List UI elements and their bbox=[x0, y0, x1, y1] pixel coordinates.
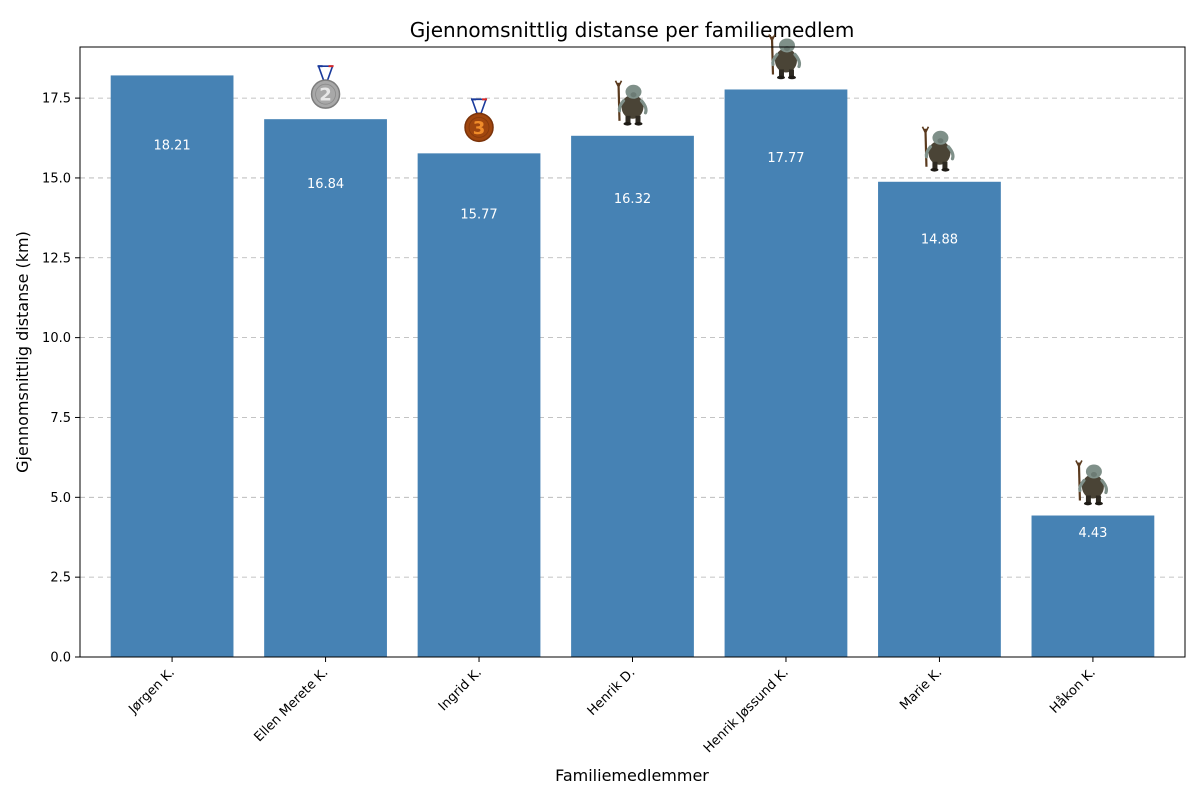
y-tick-label: 15.0 bbox=[42, 171, 71, 186]
bar bbox=[1031, 515, 1155, 657]
svg-text:2: 2 bbox=[319, 85, 332, 106]
svg-text:3: 3 bbox=[473, 118, 486, 139]
bar-value-label: 16.84 bbox=[307, 177, 344, 192]
y-tick-label: 5.0 bbox=[50, 491, 71, 506]
y-tick-label: 7.5 bbox=[50, 411, 71, 426]
bronze-medal-icon: 3 bbox=[464, 98, 494, 143]
troll-icon bbox=[614, 80, 648, 126]
x-tick-label: Ingrid K. bbox=[436, 665, 485, 714]
value-labels: 18.21 16.84 15.77 16.32 17.77 14.88 4.43 bbox=[153, 139, 1107, 541]
bar bbox=[417, 153, 541, 658]
troll-icon bbox=[921, 126, 955, 172]
y-tick-label: 0.0 bbox=[50, 651, 71, 666]
bar-value-label: 18.21 bbox=[153, 139, 190, 154]
y-tick-label: 2.5 bbox=[50, 571, 71, 586]
bar-value-label: 4.43 bbox=[1078, 526, 1107, 541]
x-tick-label: Jørgen K. bbox=[125, 665, 177, 717]
y-tick-label: 17.5 bbox=[42, 92, 71, 107]
bar bbox=[571, 135, 694, 657]
x-tick-label: Marie K. bbox=[897, 665, 945, 713]
bar bbox=[878, 181, 1001, 657]
bar-markers: 23 bbox=[310, 34, 1109, 506]
troll-icon bbox=[768, 34, 802, 80]
y-axis: 0.0 2.5 5.0 7.5 10.0 12.5 15.0 17.5 bbox=[42, 92, 80, 666]
x-tick-label: Ellen Merete K. bbox=[252, 665, 332, 745]
y-axis-label: Gjennomsnittlig distanse (km) bbox=[13, 231, 32, 473]
silver-medal-icon: 2 bbox=[310, 65, 341, 109]
bar bbox=[724, 89, 848, 657]
bar-value-label: 15.77 bbox=[460, 207, 497, 222]
chart-title: Gjennomsnittlig distanse per familiemedl… bbox=[410, 18, 855, 42]
bar-value-label: 17.77 bbox=[767, 151, 804, 166]
x-tick-label: Henrik D. bbox=[585, 665, 639, 719]
x-axis-label: Familiemedlemmer bbox=[555, 766, 709, 785]
bar bbox=[264, 119, 387, 658]
y-tick-label: 12.5 bbox=[42, 251, 71, 266]
x-tick-label: Henrik Jøssund K. bbox=[701, 665, 792, 756]
x-tick-label: Håkon K. bbox=[1047, 665, 1098, 716]
x-axis: Jørgen K. Ellen Merete K. Ingrid K. Henrik … bbox=[125, 657, 1099, 756]
y-tick-label: 10.0 bbox=[42, 331, 71, 346]
troll-icon bbox=[1075, 460, 1109, 506]
bar-value-label: 14.88 bbox=[921, 232, 958, 247]
bar bbox=[110, 75, 234, 658]
bar-value-label: 16.32 bbox=[614, 192, 651, 207]
bars bbox=[110, 75, 1155, 658]
